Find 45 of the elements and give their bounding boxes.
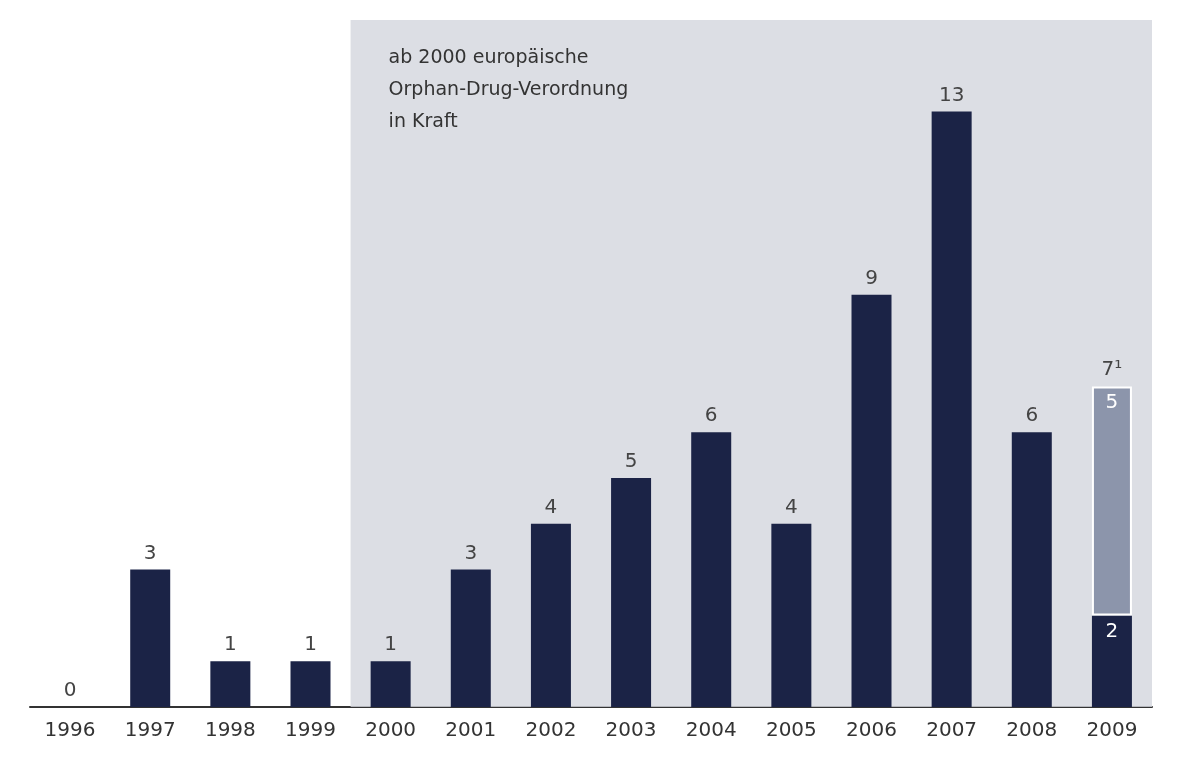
bar [450,569,491,707]
data-label: 2 [1105,618,1119,643]
bar [691,432,732,707]
total-label: 13 [938,81,965,106]
x-tick-label: 1996 [44,717,96,741]
total-label: 5 [624,448,638,472]
total-label: 7¹ [1101,356,1123,381]
total-label: 9 [865,264,878,289]
bar [931,111,972,707]
total-label: 4 [784,493,798,518]
bar [851,294,892,707]
x-tick-label: 2007 [926,717,978,741]
data-label: 5 [1105,389,1119,414]
bar [530,523,571,707]
x-tick-label: 2003 [605,717,657,741]
bar [1011,432,1052,707]
x-tick-label: 2002 [525,717,577,741]
bar [210,661,251,707]
bar [771,523,812,707]
bar [130,569,171,707]
total-label: 4 [544,493,558,518]
bar [611,478,652,707]
total-label: 3 [143,539,157,564]
x-tick-label: 2008 [1006,717,1058,741]
total-label: 0 [63,677,77,701]
total-label: 3 [464,539,478,564]
x-tick-label: 2004 [685,717,737,741]
x-tick-label: 1997 [124,717,176,741]
x-tick-label: 2000 [365,717,417,741]
x-tick-label: 2005 [765,717,817,741]
total-label: 1 [223,631,237,656]
band-label: ab 2000 europäische Orphan-Drug-Verordnung in Kraft [388,45,629,131]
total-label: 6 [704,402,718,427]
x-tick-label: 2009 [1086,717,1138,741]
bar [370,661,411,707]
total-label: 1 [384,631,398,656]
bar [290,661,331,707]
bar [1091,386,1132,616]
bar [1091,615,1132,707]
x-tick-label: 2006 [846,717,897,741]
x-tick-label: 1999 [285,717,336,741]
total-label: 1 [304,631,317,656]
x-tick-label: 1998 [204,717,256,741]
x-tick-label: 2001 [445,717,497,741]
total-label: 6 [1025,402,1039,427]
